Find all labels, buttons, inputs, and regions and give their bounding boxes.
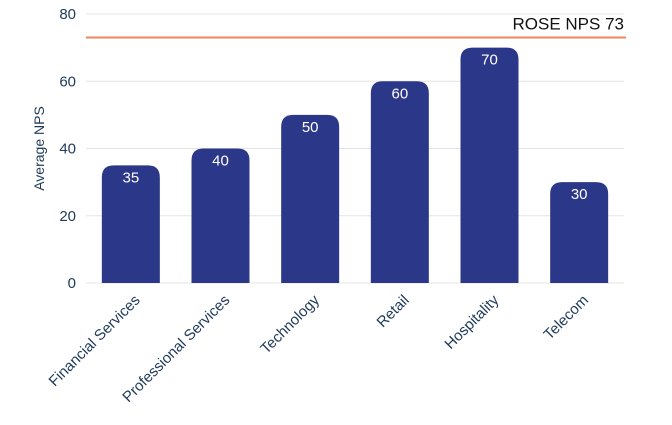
bar-telecom (550, 182, 609, 283)
bar-professional-services (191, 148, 250, 283)
y-tick-label: 0 (68, 275, 76, 292)
bar-financial-services (101, 165, 160, 283)
bar-hospitality (460, 47, 519, 283)
x-tick-label: Hospitality (441, 291, 502, 352)
bar-value-label: 40 (212, 153, 229, 170)
bar-value-label: 35 (122, 169, 139, 186)
x-tick-label: Financial Services (46, 292, 144, 390)
x-tick-label: Telecom (540, 292, 592, 344)
bars (101, 47, 609, 283)
bar-value-label: 70 (481, 52, 498, 69)
bar-value-label: 30 (571, 186, 588, 203)
y-axis-title: Average NPS (31, 106, 47, 191)
bar-value-label: 60 (391, 85, 408, 102)
y-tick-label: 40 (59, 141, 76, 158)
y-tick-label: 60 (59, 73, 76, 90)
bar-retail (370, 81, 429, 283)
bar-value-labels: 35 40 50 60 70 30 (122, 52, 587, 204)
x-tick-label: Technology (257, 291, 323, 357)
y-tick-label: 80 (59, 6, 76, 23)
reference-line-label: ROSE NPS 73 (513, 15, 625, 34)
x-tick-label: Retail (374, 292, 413, 331)
bar-value-label: 50 (302, 119, 319, 136)
y-axis-ticks: 0 20 40 60 80 (59, 6, 76, 292)
gridlines (86, 13, 624, 284)
bar-technology (281, 114, 340, 283)
y-tick-label: 20 (59, 208, 76, 225)
